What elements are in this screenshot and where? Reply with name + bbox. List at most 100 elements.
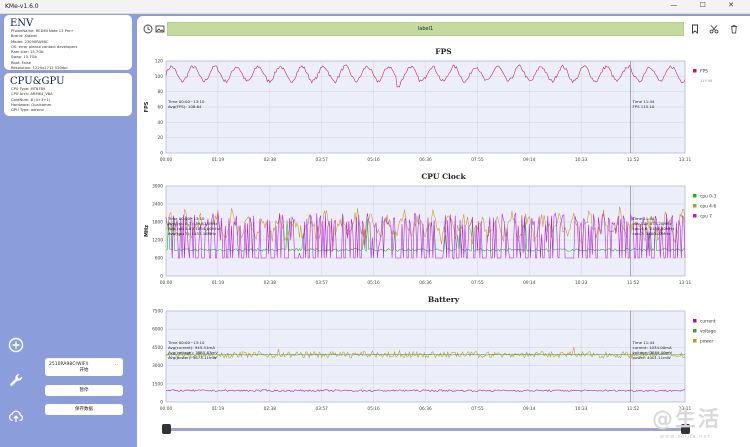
info-line: OS: error please contact developers xyxy=(11,44,78,49)
info-line: Resolution: 1220x2712 520dpi xyxy=(11,66,68,71)
cursor-value-text: cpu 4-6: 2150.40MHz xyxy=(633,226,675,231)
x-tick-label: 05:16 xyxy=(367,280,380,286)
x-tick-label: 05:16 xyxy=(367,406,380,412)
y-tick-label: 1800 xyxy=(152,220,163,226)
y-tick-label: 120 xyxy=(155,59,163,65)
x-tick-label: 09:14 xyxy=(523,406,536,412)
y-tick-label: 3000 xyxy=(152,184,163,190)
y-tick-label: 4500 xyxy=(152,345,163,351)
legend-label: cpu 7 xyxy=(700,214,712,220)
legend-swatch xyxy=(693,69,697,73)
y-tick-label: 80 xyxy=(158,89,164,95)
x-tick-label: 01:19 xyxy=(212,280,225,286)
cursor-summary-text: Avg(power): 3673.11mW xyxy=(168,355,217,360)
y-tick-label: 1200 xyxy=(152,238,163,244)
y-tick-label: 3000 xyxy=(152,363,163,369)
x-tick-label: 09:14 xyxy=(523,157,536,163)
cursor-summary-text: Avg(cpu 7): 1457.16MHz xyxy=(168,231,216,236)
cursor-value-text: power: 4001.11mW xyxy=(633,355,671,360)
x-tick-label: 13:11 xyxy=(679,280,692,286)
legend-label: cpu 4-6 xyxy=(700,204,716,210)
info-line: Swap: 15.7Gb xyxy=(11,55,37,60)
timeline-end-handle[interactable] xyxy=(681,424,690,434)
y-tick-label: 60 xyxy=(158,105,164,111)
cursor-summary-text: Avg(current): 945.51mA xyxy=(168,345,215,350)
x-tick-label: 00:00 xyxy=(160,280,173,286)
x-tick-label: 06:36 xyxy=(419,157,432,163)
y-tick-label: 100 xyxy=(155,74,163,80)
y-tick-label: 40 xyxy=(158,120,164,126)
chevron-down-icon: ⌄ xyxy=(114,361,119,368)
add-icon[interactable] xyxy=(8,337,24,353)
info-line: GPU Type: adreno xyxy=(11,108,44,113)
x-tick-label: 11:52 xyxy=(627,406,640,412)
cursor-summary-text: Avg(FPS): 108.64 xyxy=(168,104,202,109)
cursor-value-text: FPS 115.10 xyxy=(633,104,655,109)
window-controls[interactable]: — ☐ ✕ xyxy=(670,1,744,9)
x-tick-label: 10:33 xyxy=(575,280,588,286)
timeline-start-handle[interactable] xyxy=(162,424,171,434)
y-tick-label: 0 xyxy=(160,400,163,406)
cursor-value-text: cpu 7: 1400.00MHz xyxy=(633,231,671,236)
legend-swatch xyxy=(693,214,697,218)
x-tick-label: 02:38 xyxy=(264,157,277,163)
delete-icon[interactable] xyxy=(729,24,739,34)
wrench-icon[interactable] xyxy=(8,372,24,388)
bookmark-icon[interactable] xyxy=(690,24,700,34)
legend-swatch xyxy=(693,204,697,208)
cursor-summary-text: Avg(voltage): 3885.83mV xyxy=(168,350,218,355)
info-line: CoreNum: 8 (4+3+1) xyxy=(11,97,51,102)
y-tick-label: 600 xyxy=(155,256,163,262)
image-icon[interactable] xyxy=(155,24,165,34)
timeline-slider[interactable] xyxy=(166,428,688,431)
series-line xyxy=(165,353,686,356)
start-button[interactable]: 开始 xyxy=(45,365,123,376)
legend-swatch xyxy=(693,194,697,198)
x-tick-label: 01:19 xyxy=(212,406,225,412)
scissors-icon[interactable] xyxy=(709,24,719,34)
x-tick-label: 06:36 xyxy=(419,280,432,286)
x-tick-label: 03:57 xyxy=(316,280,329,286)
fps-chart-title: FPS xyxy=(435,47,452,56)
legend-label: current xyxy=(700,319,716,325)
info-line: Hardware: Qualcomm xyxy=(11,102,52,107)
label-field[interactable]: label1 xyxy=(167,22,684,36)
x-tick-label: 03:57 xyxy=(316,406,329,412)
cursor-summary-text: Time 00:00~13:10 xyxy=(167,340,205,345)
cursor-summary-text: Avg(cpu 4-6): 1854.80MHz xyxy=(168,226,220,231)
cursor-value-text: Time 11:44 xyxy=(632,216,655,221)
x-tick-label: 10:33 xyxy=(575,406,588,412)
pause-button[interactable]: 暂停 xyxy=(45,385,123,396)
y-tick-label: 0 xyxy=(160,274,163,280)
legend-swatch xyxy=(693,329,697,333)
watermark-url: www.zolife.net xyxy=(660,434,711,440)
cursor-summary-text: Time 00:00~13:10 xyxy=(167,216,205,221)
x-tick-label: 07:55 xyxy=(471,406,484,412)
device-select-value: 2510RA98C(WIFI) xyxy=(49,362,89,367)
cursor-value-text: Time 11:44 xyxy=(632,99,655,104)
legend-swatch xyxy=(693,319,697,323)
upload-icon[interactable] xyxy=(8,408,24,424)
series-line xyxy=(165,212,686,260)
sidebar: ENV PhoneName: REDMI Note 13 Pro+ Brand: … xyxy=(0,13,136,447)
y-tick-label: 0 xyxy=(160,151,163,157)
legend-sublabel: 119.98 xyxy=(700,79,712,83)
info-line: PhoneName: REDMI Note 13 Pro+ xyxy=(11,29,74,33)
x-tick-label: 00:00 xyxy=(160,157,173,163)
x-tick-label: 01:19 xyxy=(212,157,225,163)
x-tick-label: 10:33 xyxy=(575,157,588,163)
cpugpu-heading: CPU&GPU xyxy=(10,76,65,87)
env-card: ENV PhoneName: REDMI Note 13 Pro+ Brand: … xyxy=(4,15,132,70)
clock-icon[interactable] xyxy=(143,24,153,34)
x-tick-label: 13:11 xyxy=(679,157,692,163)
y-tick-label: 2400 xyxy=(152,202,163,208)
x-tick-label: 02:38 xyxy=(264,280,277,286)
cpu-chart-title: CPU Clock xyxy=(421,172,466,181)
cursor-value-text: current: 1034.00mA xyxy=(633,345,672,350)
x-tick-label: 05:16 xyxy=(367,157,380,163)
save-data-button[interactable]: 保存数据 xyxy=(45,404,123,415)
window-title: KMe-v1.6.0 xyxy=(5,3,39,10)
cpugpu-card: CPU&GPU CPU Type: MT6789 CPU Arch: ARM64_… xyxy=(4,73,132,116)
y-tick-label: 20 xyxy=(158,135,164,141)
